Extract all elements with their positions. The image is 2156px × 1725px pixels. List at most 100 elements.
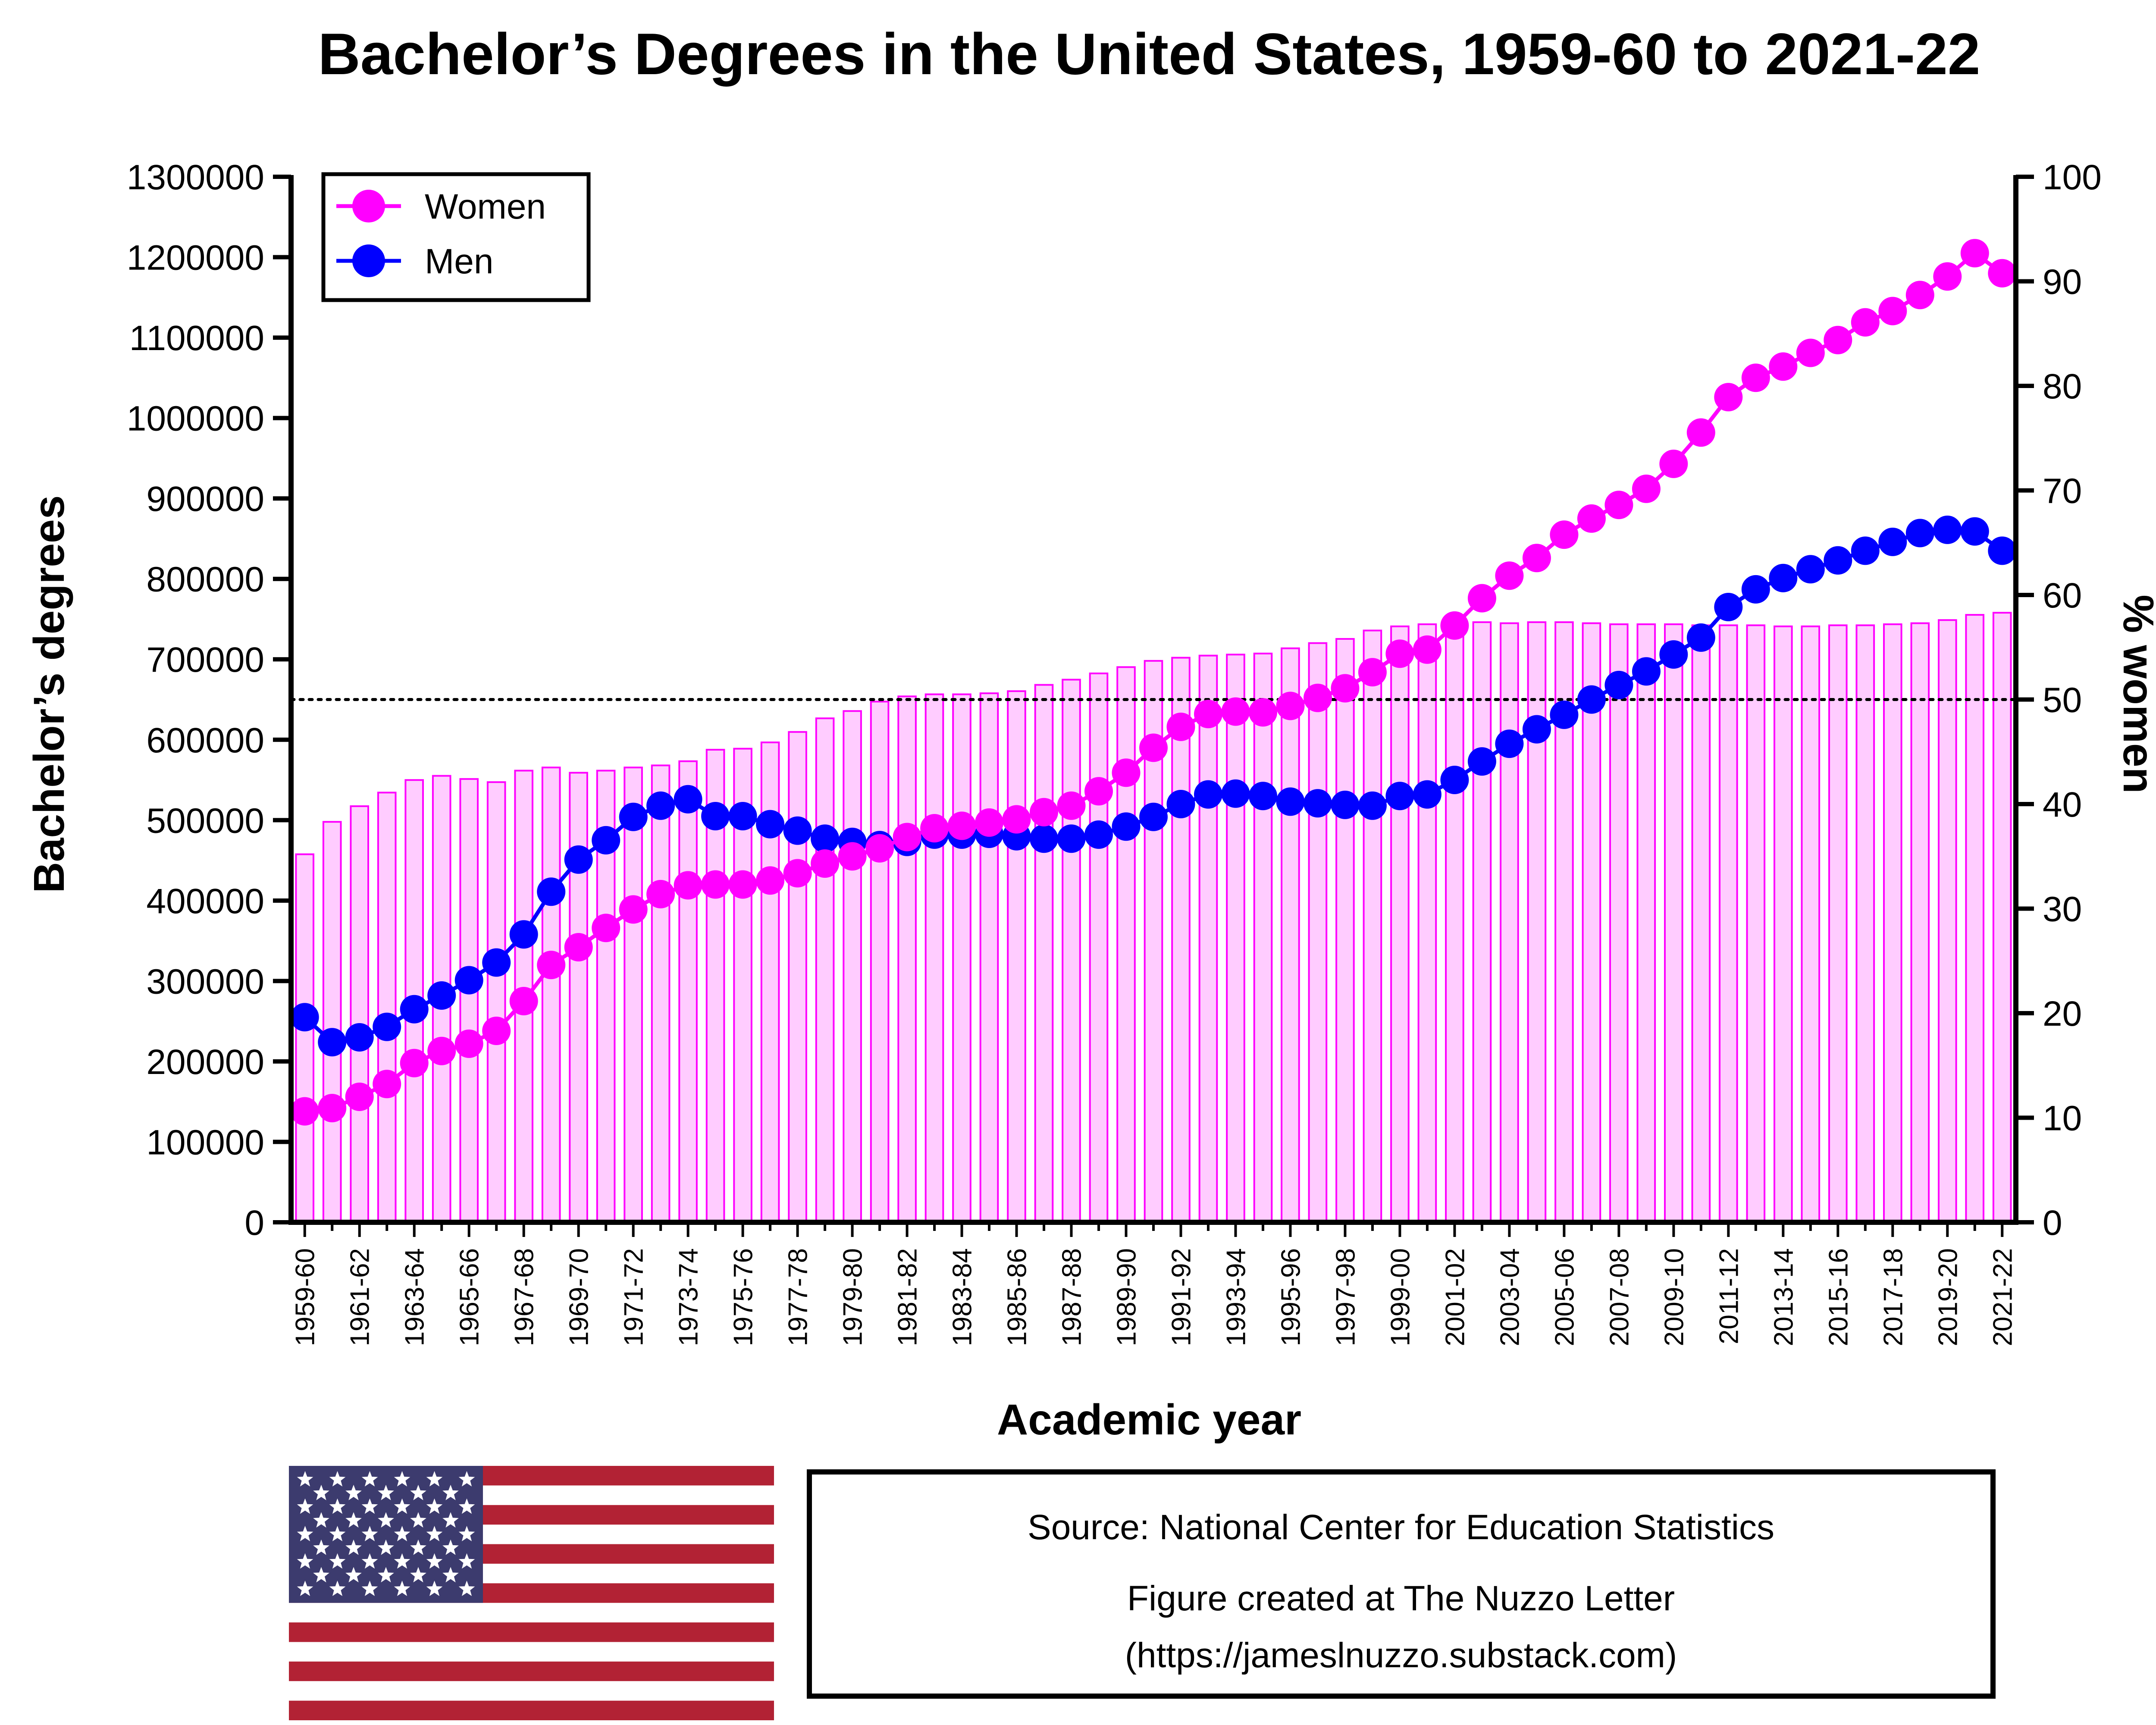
point-men	[1714, 593, 1743, 621]
point-men	[592, 826, 620, 855]
point-men	[783, 816, 812, 845]
x-tick-label: 1971-72	[619, 1248, 649, 1346]
x-tick-label: 1963-64	[400, 1248, 430, 1346]
bar-pct-women	[788, 731, 807, 1223]
point-men	[1824, 546, 1852, 575]
bar-pct-women	[1855, 624, 1875, 1223]
flag-star	[410, 1484, 426, 1500]
bar-pct-women	[295, 853, 315, 1223]
bar-pct-women	[952, 693, 971, 1223]
flag-star	[442, 1539, 459, 1555]
x-tick-label: 2021-22	[1988, 1248, 2018, 1346]
point-women	[400, 1049, 429, 1077]
flag-star	[410, 1512, 426, 1528]
x-tick-label: 1987-88	[1057, 1248, 1087, 1346]
point-men	[427, 981, 456, 1010]
flag-star	[426, 1471, 443, 1487]
flag-star	[361, 1526, 378, 1541]
x-tick-label: 1995-96	[1276, 1248, 1306, 1346]
point-women	[1714, 383, 1743, 412]
y-tick-label: 200000	[146, 1043, 264, 1082]
flag-star	[297, 1471, 313, 1487]
point-men	[564, 845, 593, 874]
point-women	[1194, 700, 1222, 729]
point-women	[537, 951, 566, 980]
point-women	[1577, 504, 1606, 533]
flag-star	[361, 1498, 378, 1514]
x-tick-label: 1975-76	[729, 1248, 758, 1346]
point-men	[1495, 729, 1524, 758]
bar-pct-women	[541, 767, 561, 1223]
point-men	[1249, 782, 1277, 811]
point-men	[1413, 780, 1442, 809]
point-men	[1686, 623, 1715, 652]
bar-pct-women	[1281, 647, 1300, 1223]
point-women	[1796, 338, 1825, 367]
point-men	[1905, 519, 1934, 548]
point-women	[1276, 692, 1305, 720]
point-women	[646, 880, 675, 908]
point-women	[701, 870, 730, 899]
y-tick-label: 1300000	[127, 158, 264, 197]
point-men	[1166, 790, 1195, 818]
bar-pct-women	[1335, 638, 1355, 1223]
point-women	[1960, 239, 1989, 268]
point-women	[482, 1017, 511, 1045]
point-women	[1112, 758, 1141, 787]
x-tick-label: 2019-20	[1933, 1248, 1963, 1346]
y-tick-label: 400000	[146, 882, 264, 921]
bar-pct-women	[1828, 624, 1848, 1223]
flag-star	[297, 1526, 313, 1541]
point-men	[1331, 790, 1360, 819]
bar-pct-women	[1746, 624, 1766, 1223]
point-women	[1905, 281, 1934, 310]
y2-tick-label: 100	[2043, 158, 2102, 197]
legend-women-marker	[352, 190, 385, 222]
point-men	[318, 1028, 347, 1057]
point-men	[482, 948, 511, 977]
point-women	[454, 1029, 483, 1058]
y2-tick-label: 10	[2043, 1099, 2082, 1138]
bar-pct-women	[377, 792, 397, 1224]
bar-pct-women	[1636, 623, 1656, 1223]
point-women	[1878, 297, 1907, 326]
point-men	[1440, 766, 1469, 794]
y-tick-label: 0	[244, 1203, 264, 1243]
point-men	[1084, 820, 1113, 849]
y2-tick-label: 30	[2043, 890, 2082, 929]
bar-pct-women	[350, 805, 370, 1223]
flag-stripe	[289, 1661, 774, 1681]
bar-pct-women	[1390, 625, 1410, 1223]
point-men	[290, 1003, 319, 1032]
y-tick-label: 1000000	[127, 399, 264, 438]
flag-star	[329, 1581, 346, 1596]
point-men	[1577, 685, 1606, 714]
y2-tick-label: 80	[2043, 367, 2082, 406]
flag-star	[297, 1553, 313, 1569]
flag-stripe	[289, 1700, 774, 1720]
bar-pct-women	[322, 821, 342, 1223]
flag-star	[329, 1471, 346, 1487]
flag-star	[458, 1498, 475, 1514]
point-men	[1659, 640, 1688, 669]
point-women	[564, 933, 593, 961]
point-men	[1276, 787, 1305, 816]
x-tick-label: 2015-16	[1824, 1248, 1853, 1346]
flag-star	[313, 1484, 329, 1500]
legend-men-label: Men	[425, 242, 494, 281]
flag-star	[361, 1581, 378, 1596]
flag-star	[458, 1526, 475, 1541]
x-tick-label: 2005-06	[1550, 1248, 1579, 1346]
flag-star	[394, 1581, 411, 1596]
flag-star	[442, 1567, 459, 1583]
flag-star	[410, 1539, 426, 1555]
point-women	[427, 1036, 456, 1065]
bar-pct-women	[1691, 624, 1711, 1223]
bar-pct-women	[897, 695, 917, 1223]
point-men	[373, 1012, 401, 1041]
y2-tick-label: 60	[2043, 576, 2082, 615]
x-tick-label: 2011-12	[1714, 1248, 1744, 1344]
x-tick-label: 1959-60	[291, 1248, 320, 1346]
point-women	[619, 895, 648, 924]
